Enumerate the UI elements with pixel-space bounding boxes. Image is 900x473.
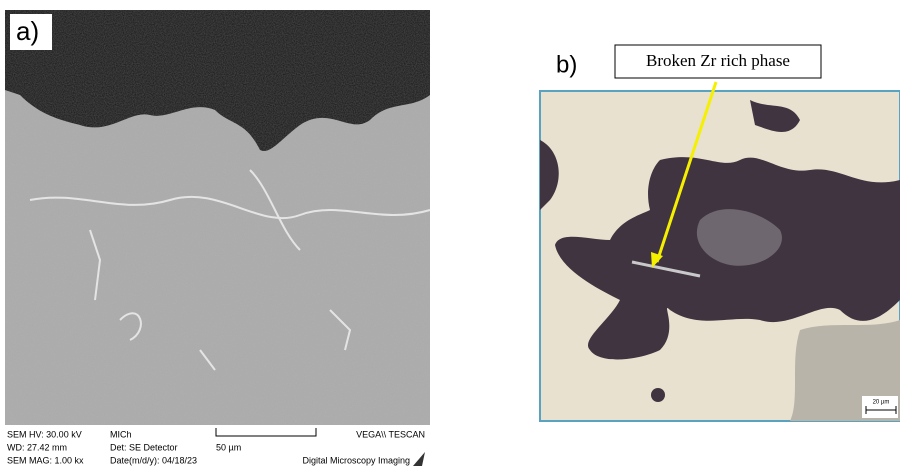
- annotation: Broken Zr rich phase: [646, 51, 790, 70]
- wd: WD: 27.42 mm: [7, 442, 67, 452]
- figure: SEM HV: 30.00 kV WD: 27.42 mm SEM MAG: 1…: [0, 0, 900, 468]
- sem-panel: SEM HV: 30.00 kV WD: 27.42 mm SEM MAG: 1…: [5, 10, 430, 468]
- operator: MICh: [110, 429, 132, 439]
- optical-panel: b) Broken Zr rich phase 20 µm: [540, 45, 900, 421]
- vendor: VEGA\\ TESCAN: [356, 429, 425, 439]
- date: Date(m/d/y): 04/18/23: [110, 455, 197, 465]
- pore: [651, 388, 665, 402]
- scale-bar-label: 20 µm: [873, 400, 890, 406]
- scale-bar-label: 50 µm: [216, 442, 241, 452]
- panel-label: a): [16, 16, 39, 46]
- texture: [5, 10, 430, 425]
- sem-hv: SEM HV: 30.00 kV: [7, 429, 82, 439]
- software: Digital Microscopy Imaging: [302, 455, 410, 465]
- sem-mag: SEM MAG: 1.00 kx: [7, 455, 84, 465]
- detector: Det: SE Detector: [110, 442, 178, 452]
- panel-label: b): [556, 51, 577, 78]
